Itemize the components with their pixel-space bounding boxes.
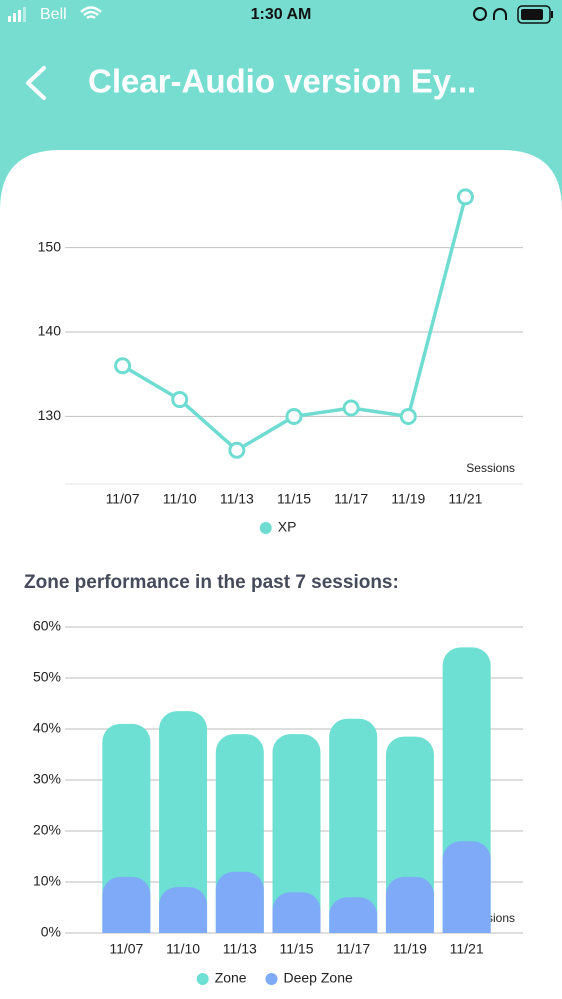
y-tick-label: 60%	[33, 618, 61, 634]
point	[399, 407, 417, 425]
x-tick-label: 11/15	[277, 491, 311, 507]
legend-marker	[265, 973, 278, 985]
y-tick-label: 50%	[33, 669, 61, 685]
signal-icon	[8, 7, 26, 22]
status-icons	[454, 5, 553, 24]
bar	[159, 711, 208, 933]
x-tick-label: 11/17	[334, 491, 368, 507]
bar	[329, 718, 378, 933]
legend-label: Deep Zone	[284, 970, 353, 986]
x-tick-label: 11/07	[109, 941, 143, 957]
bar	[385, 876, 434, 933]
point	[171, 391, 189, 409]
x-axis-label: Sessions	[466, 461, 515, 475]
legend-marker	[259, 522, 272, 534]
x-tick-label: 11/13	[220, 491, 254, 507]
wifi-icon	[80, 6, 102, 20]
x-tick-label: 11/10	[163, 491, 197, 507]
legend-label: Zone	[215, 970, 247, 986]
time: 1:30 AM	[251, 6, 312, 23]
y-tick-label: 140	[38, 323, 62, 339]
header-title: Clear-Audio version Ey...	[88, 63, 476, 100]
x-tick-label: 11/21	[450, 941, 484, 957]
point	[114, 357, 132, 375]
point	[228, 441, 246, 459]
x-tick-label: 11/17	[336, 941, 370, 957]
bar	[329, 897, 378, 933]
bar	[215, 871, 264, 933]
y-tick-label: 30%	[33, 771, 61, 787]
legend-label: XP	[278, 519, 297, 535]
x-tick-label: 11/21	[448, 491, 482, 507]
bar	[442, 841, 491, 933]
y-tick-label: 20%	[33, 822, 61, 838]
point	[342, 399, 360, 417]
bar	[272, 892, 321, 933]
x-tick-label: 11/07	[106, 491, 140, 507]
x-tick-label: 11/13	[223, 941, 257, 957]
x-tick-label: 11/10	[166, 941, 200, 957]
x-tick-label: 11/19	[391, 491, 425, 507]
y-tick-label: 130	[38, 407, 62, 423]
y-tick-label: 150	[38, 238, 62, 254]
point	[456, 188, 474, 206]
x-tick-label: 11/15	[280, 941, 314, 957]
bar	[102, 876, 151, 933]
y-tick-label: 40%	[33, 720, 61, 736]
bar	[272, 734, 321, 933]
point	[285, 407, 303, 425]
back-button[interactable]	[26, 66, 46, 100]
x-tick-label: 11/19	[393, 941, 427, 957]
chart-title: Zone performance in the past 7 sessions:	[24, 572, 399, 593]
carrier: Bell	[40, 6, 67, 23]
bar	[159, 887, 208, 933]
legend-marker	[196, 973, 209, 985]
y-tick-label: 10%	[33, 873, 61, 889]
y-tick-label: 0%	[41, 924, 61, 940]
